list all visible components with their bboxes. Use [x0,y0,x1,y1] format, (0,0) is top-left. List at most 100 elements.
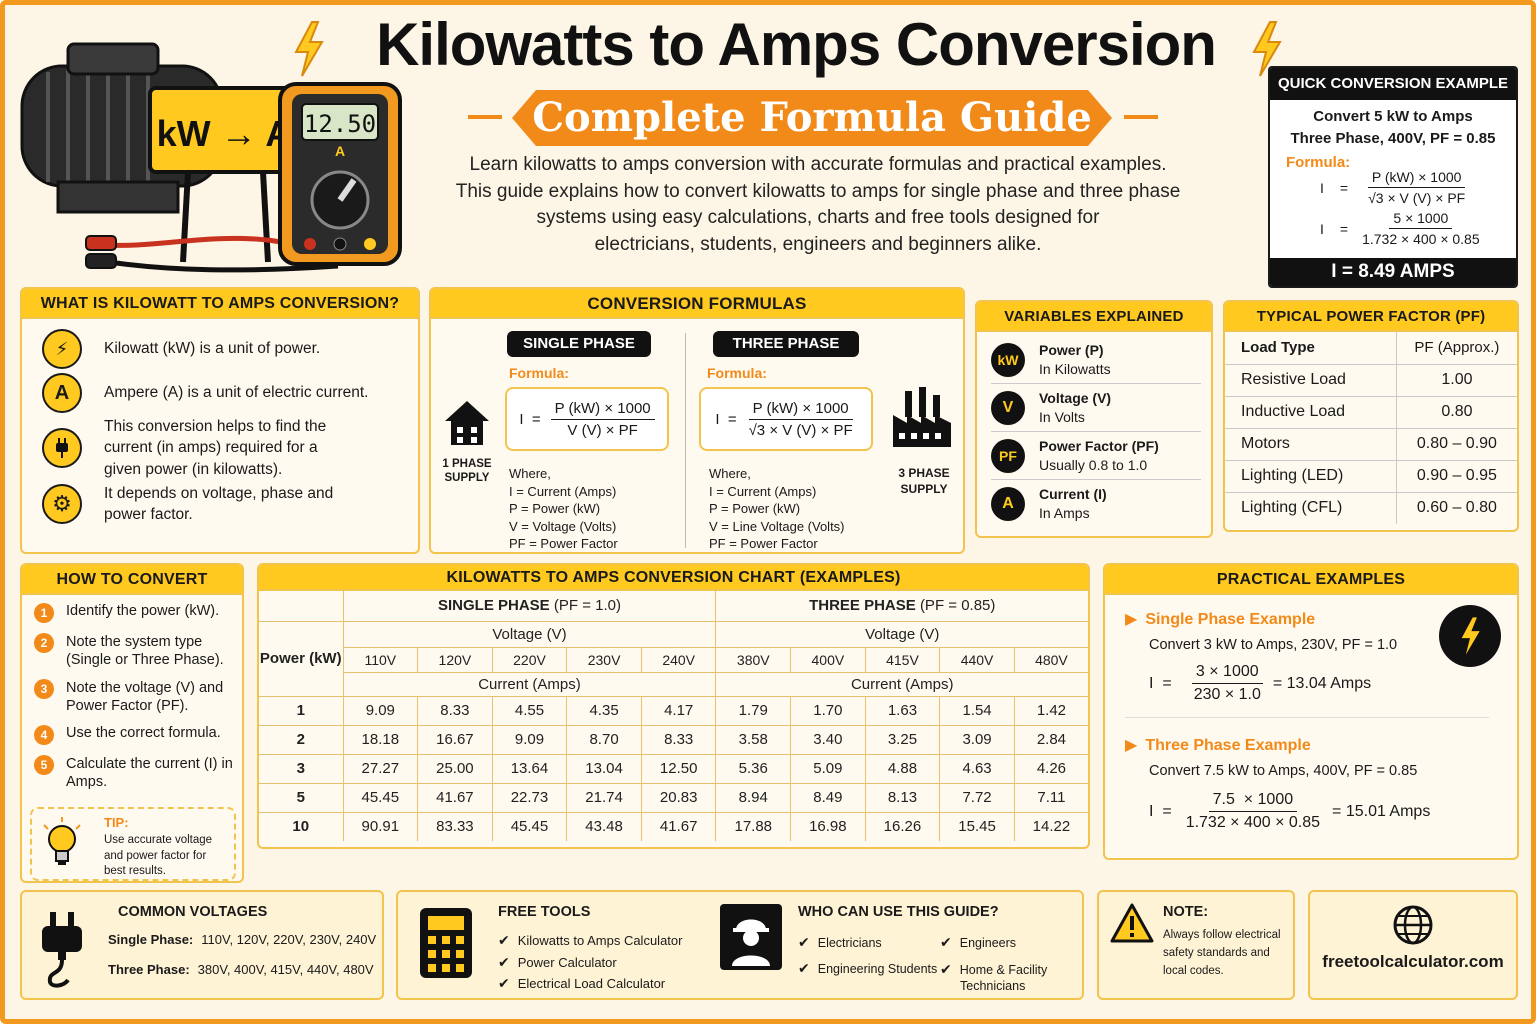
tool-link[interactable]: Power Calculator [498,952,682,974]
three-where: Where, I = Current (Amps) P = Power (kW)… [709,465,845,552]
group-pf: (PF = 0.85) [919,597,996,615]
eq-lhs: I = [1149,674,1172,692]
who-list-left: Electricians Engineering Students [798,932,938,980]
conversion-chart-panel: KILOWATTS TO AMPS CONVERSION CHART (EXAM… [257,563,1090,849]
current-icon: A [991,487,1025,521]
step-item: 2 Note the system type (Single or Three P… [34,633,236,669]
current-cell: 8.33 [640,724,717,755]
three-phase-label: THREE PHASE [713,331,859,357]
current-cell: 4.88 [864,753,941,784]
variable-desc: In Volts [1039,408,1085,425]
example-result: = 15.01 Amps [1332,802,1431,820]
variable-name: Current (I) [1039,486,1107,502]
worker-icon [720,904,782,975]
formulas-title: CONVERSION FORMULAS [431,289,963,319]
fraction: P (kW) × 1000 √3 × V (V) × PF [1364,169,1469,206]
lightbulb-icon [40,817,84,876]
current-cell: 3.25 [864,724,941,755]
site-url-link[interactable]: freetoolcalculator.com [1322,952,1504,971]
current-cell: 18.18 [342,724,419,755]
subtitle-dash-right [1124,115,1158,119]
where-line: V = Voltage (Volts) [509,518,617,534]
intro-line: electricians, students, engineers and be… [594,233,1042,255]
table-cell: Lighting (CFL) [1241,499,1343,517]
what-is-panel: WHAT IS KILOWATT TO AMPS CONVERSION? ⚡ K… [20,287,420,554]
voltage-row: 110V 120V 220V 230V 240V 380V 400V 415V 440V 480V [259,646,1088,673]
voltage-header-cell: 230V [566,646,642,673]
eq-sign: = [1339,220,1349,237]
current-cell: 1.63 [864,695,941,726]
what-is-text: This conversion helps to find the curren… [104,417,327,478]
quick-example-line1: Convert 5 kW to Amps [1313,108,1473,125]
plug-icon [42,428,82,468]
factory-icon [889,385,955,456]
what-is-item: A Ampere (A) is a unit of electric curre… [42,373,402,413]
table-cell: 0.90 – 0.95 [1395,460,1517,493]
intro-text: Learn kilowatts to amps conversion with … [430,152,1206,258]
single-formula-box: I = P (kW) × 1000 V (V) × PF [505,387,669,451]
table-row: Resistive Load 1.00 [1225,364,1517,397]
lightning-icon [290,20,326,83]
examples-divider [1125,717,1489,718]
group-pf: (PF = 1.0) [553,597,621,615]
what-is-title: WHAT IS KILOWATT TO AMPS CONVERSION? [22,289,418,319]
formulas-divider [685,333,686,548]
example-title: Three Phase Example [1145,737,1311,754]
step-number: 3 [34,679,54,699]
tool-link[interactable]: Kilowatts to Amps Calculator [498,930,683,952]
voltage-header-cell: 380V [715,646,792,673]
step-text: Identify the power (kW). [66,603,220,619]
quick-formula-2: I = 5 × 1000 1.732 × 400 × 0.85 [1320,210,1516,247]
intro-line: This guide explains how to convert kilow… [455,180,1181,202]
current-label: Current (Amps) [342,671,717,697]
current-cell: 83.33 [417,811,493,841]
tool-link[interactable]: Electrical Load Calculator [498,973,682,995]
table-row: Motors 0.80 – 0.90 [1225,428,1517,461]
power-cell: 10 [259,811,344,841]
practical-panel: PRACTICAL EXAMPLES ▶ Single Phase Example… [1103,563,1519,860]
current-cell: 1.54 [939,695,1015,726]
power-factor-title: TYPICAL POWER FACTOR (PF) [1225,302,1517,332]
three-supply-label: 3 PHASE SUPPLY [898,466,950,496]
subtitle-ribbon: Complete Formula Guide [512,90,1112,146]
globe-icon [1392,904,1434,951]
single-voltages: Single Phase: 110V, 120V, 220V, 230V, 240… [108,932,376,947]
audience-item: Electricians [798,932,937,954]
variable-item: PF Power Factor (PF) Usually 0.8 to 1.0 [991,432,1201,480]
quick-example-box: QUICK CONVERSION EXAMPLE Convert 5 kW to… [1268,66,1518,288]
variable-name: Voltage (V) [1039,389,1112,406]
current-cell: 12.50 [640,753,717,784]
table-row: 1 9.09 8.33 4.55 4.35 4.17 1.79 1.70 1.63 1.54 1.4… [259,695,1088,726]
current-label-row: Current (Amps) Current (Amps) [259,671,1088,697]
three-phase-group: THREE PHASE (PF = 0.85) [715,591,1088,622]
current-cell: 41.67 [417,782,493,813]
power-cell: 2 [259,724,344,755]
eq-sign: = [1339,179,1349,196]
where-line: I = Current (Amps) [709,483,817,499]
quick-example-title: QUICK CONVERSION EXAMPLE [1270,68,1516,100]
current-cell: 14.22 [1013,811,1088,841]
current-cell: 2.84 [1013,724,1088,755]
current-cell: 5.36 [715,753,792,784]
how-to-panel: HOW TO CONVERT 1 Identify the power (kW).… [20,563,244,883]
lightning-icon [1439,605,1501,667]
step-number: 5 [34,755,54,775]
power-factor-table: Load Type PF (Approx.) Resistive Load 1.0… [1225,332,1517,524]
play-icon: ▶ [1125,737,1138,754]
fraction: 7.5 × 1000 1.732 × 400 × 0.85 [1182,791,1324,832]
current-cell: 3.58 [715,724,792,755]
current-cell: 25.00 [417,753,493,784]
where-line: V = Line Voltage (Volts) [709,518,845,534]
lightning-icon: ⚡ [42,329,82,369]
denominator: √3 × V (V) × PF [1368,190,1466,206]
conversion-table: SINGLE PHASE (PF = 1.0) THREE PHASE (PF … [259,591,1088,841]
table-row: 2 18.18 16.67 9.09 8.70 8.33 3.58 3.40 3.25 3.09 2… [259,724,1088,755]
current-cell: 9.09 [491,724,568,755]
current-cell: 17.88 [715,811,792,841]
fraction: 3 × 1000 230 × 1.0 [1190,663,1265,704]
current-cell: 9.09 [342,695,419,726]
variables-panel: VARIABLES EXPLAINED kW Power (P) In Kilo… [975,300,1213,538]
single-phase-group: SINGLE PHASE (PF = 1.0) [342,591,717,622]
current-cell: 20.83 [640,782,717,813]
current-cell: 27.27 [342,753,419,784]
